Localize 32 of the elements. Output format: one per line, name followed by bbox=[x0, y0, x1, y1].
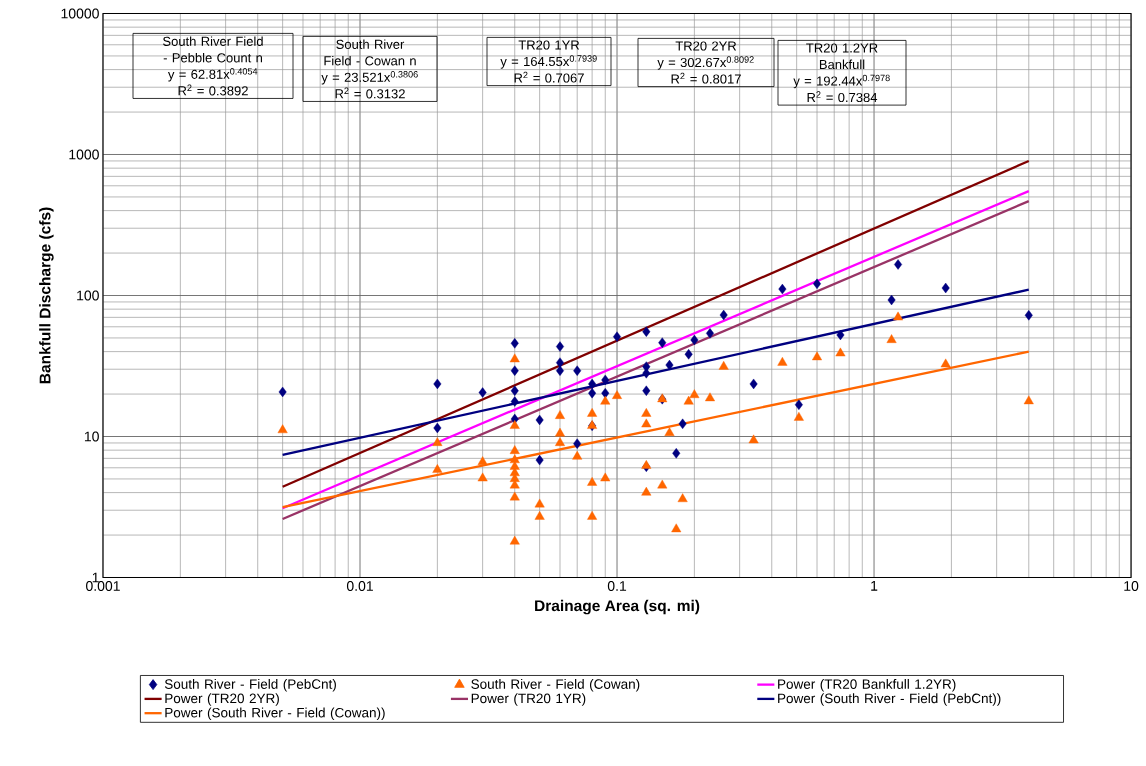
annotation: y = 192.44x$^{0.7978}$ bbox=[793, 74, 890, 89]
legend-label: South River - Field (PebCnt) bbox=[164, 678, 336, 692]
annotation: y = 302.67x$^{0.8092}$ bbox=[657, 56, 754, 70]
x-tick-label: 10 bbox=[1124, 581, 1139, 591]
y-tick-label: 10 bbox=[84, 431, 99, 442]
y-tick-label: 100 bbox=[77, 290, 99, 301]
annotation: R$^{2}$ = 0.3892 bbox=[178, 84, 248, 96]
x-axis-title: Drainage Area (sq. mi) bbox=[535, 599, 700, 615]
x-tick-label: 0.1 bbox=[607, 581, 627, 591]
annotation: R$^{2}$ = 0.8017 bbox=[671, 72, 741, 84]
x-tick-label: 0.001 bbox=[86, 581, 120, 591]
annotation: y = 23.521x$^{0.3806}$ bbox=[321, 71, 418, 85]
y-tick-label: 10000 bbox=[61, 8, 99, 19]
annotation: R$^{2}$ = 0.7067 bbox=[514, 71, 584, 83]
y-tick-label: 1000 bbox=[69, 149, 99, 160]
annotation: TR20 2YR bbox=[675, 41, 737, 51]
legend-label: Power (TR20 1YR) bbox=[471, 693, 586, 706]
annotation: R$^{2}$ = 0.3132 bbox=[335, 87, 405, 99]
y-axis-title: Bankfull Discharge (cfs) bbox=[39, 207, 54, 384]
annotation: TR20 1YR bbox=[518, 40, 580, 50]
legend-label: Power (TR20 2YR) bbox=[165, 693, 279, 706]
legend-label: Power (South River - Field (PebCnt)) bbox=[778, 693, 1001, 706]
annotation: y = 164.55x$^{0.7939}$ bbox=[500, 55, 597, 69]
x-tick-label: 1 bbox=[871, 581, 878, 591]
annotation: TR20 1.2YR Bankfull bbox=[806, 43, 878, 70]
legend-label: South River - Field (Cowan) bbox=[471, 678, 640, 692]
annotation: R$^{2}$ = 0.7384 bbox=[807, 91, 878, 103]
annotation: y = 62.81x$^{0.4054}$ bbox=[167, 68, 258, 82]
legend-label: Power (TR20 Bankfull 1.2YR) bbox=[778, 678, 956, 692]
x-tick-label: 0.01 bbox=[346, 581, 373, 591]
legend-label: Power (South River - Field (Cowan)) bbox=[165, 707, 385, 721]
y-tick-label: 1 bbox=[92, 572, 99, 583]
